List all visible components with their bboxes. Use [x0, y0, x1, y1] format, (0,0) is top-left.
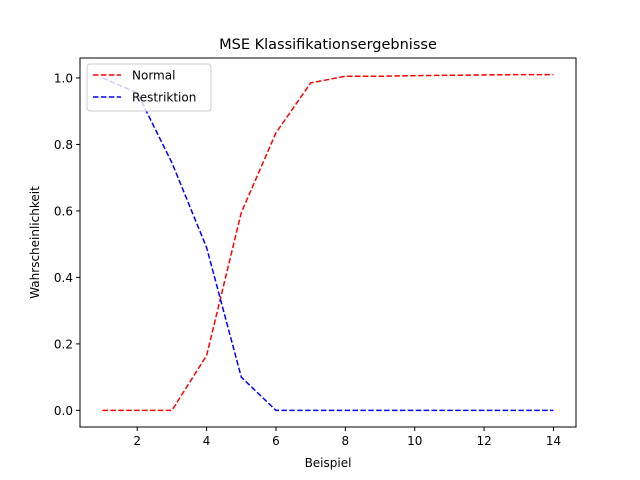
x-tick-label: 14 [546, 434, 561, 448]
x-tick-label: 6 [272, 434, 280, 448]
y-axis: 0.0 0.2 0.4 0.6 0.8 1.0 [54, 71, 80, 418]
y-axis-label: Wahrscheinlichkeit [28, 186, 42, 299]
x-tick-label: 2 [133, 434, 141, 448]
x-tick-label: 8 [342, 434, 350, 448]
x-tick-label: 12 [476, 434, 491, 448]
y-tick-label: 0.4 [54, 271, 73, 285]
x-axis-label: Beispiel [305, 456, 352, 470]
series-line-restriktion [102, 77, 554, 412]
x-tick-label: 4 [203, 434, 211, 448]
y-tick-label: 1.0 [54, 71, 73, 85]
series-line-normal [102, 73, 554, 412]
legend-entry-label: Normal [132, 69, 175, 83]
y-tick-label: 0.0 [54, 404, 73, 418]
plot-area [102, 73, 554, 412]
plot-frame [79, 57, 577, 428]
y-tick-label: 0.2 [54, 337, 73, 351]
x-axis: 2 4 6 8 10 12 14 [133, 427, 561, 448]
legend: Normal Restriktion [86, 63, 212, 112]
y-tick-label: 0.6 [54, 204, 73, 218]
chart-title: MSE Klassifikationsergebnisse [219, 37, 437, 53]
y-tick-label: 0.8 [54, 138, 73, 152]
legend-entry-label: Restriktion [132, 91, 196, 105]
x-tick-label: 10 [407, 434, 422, 448]
